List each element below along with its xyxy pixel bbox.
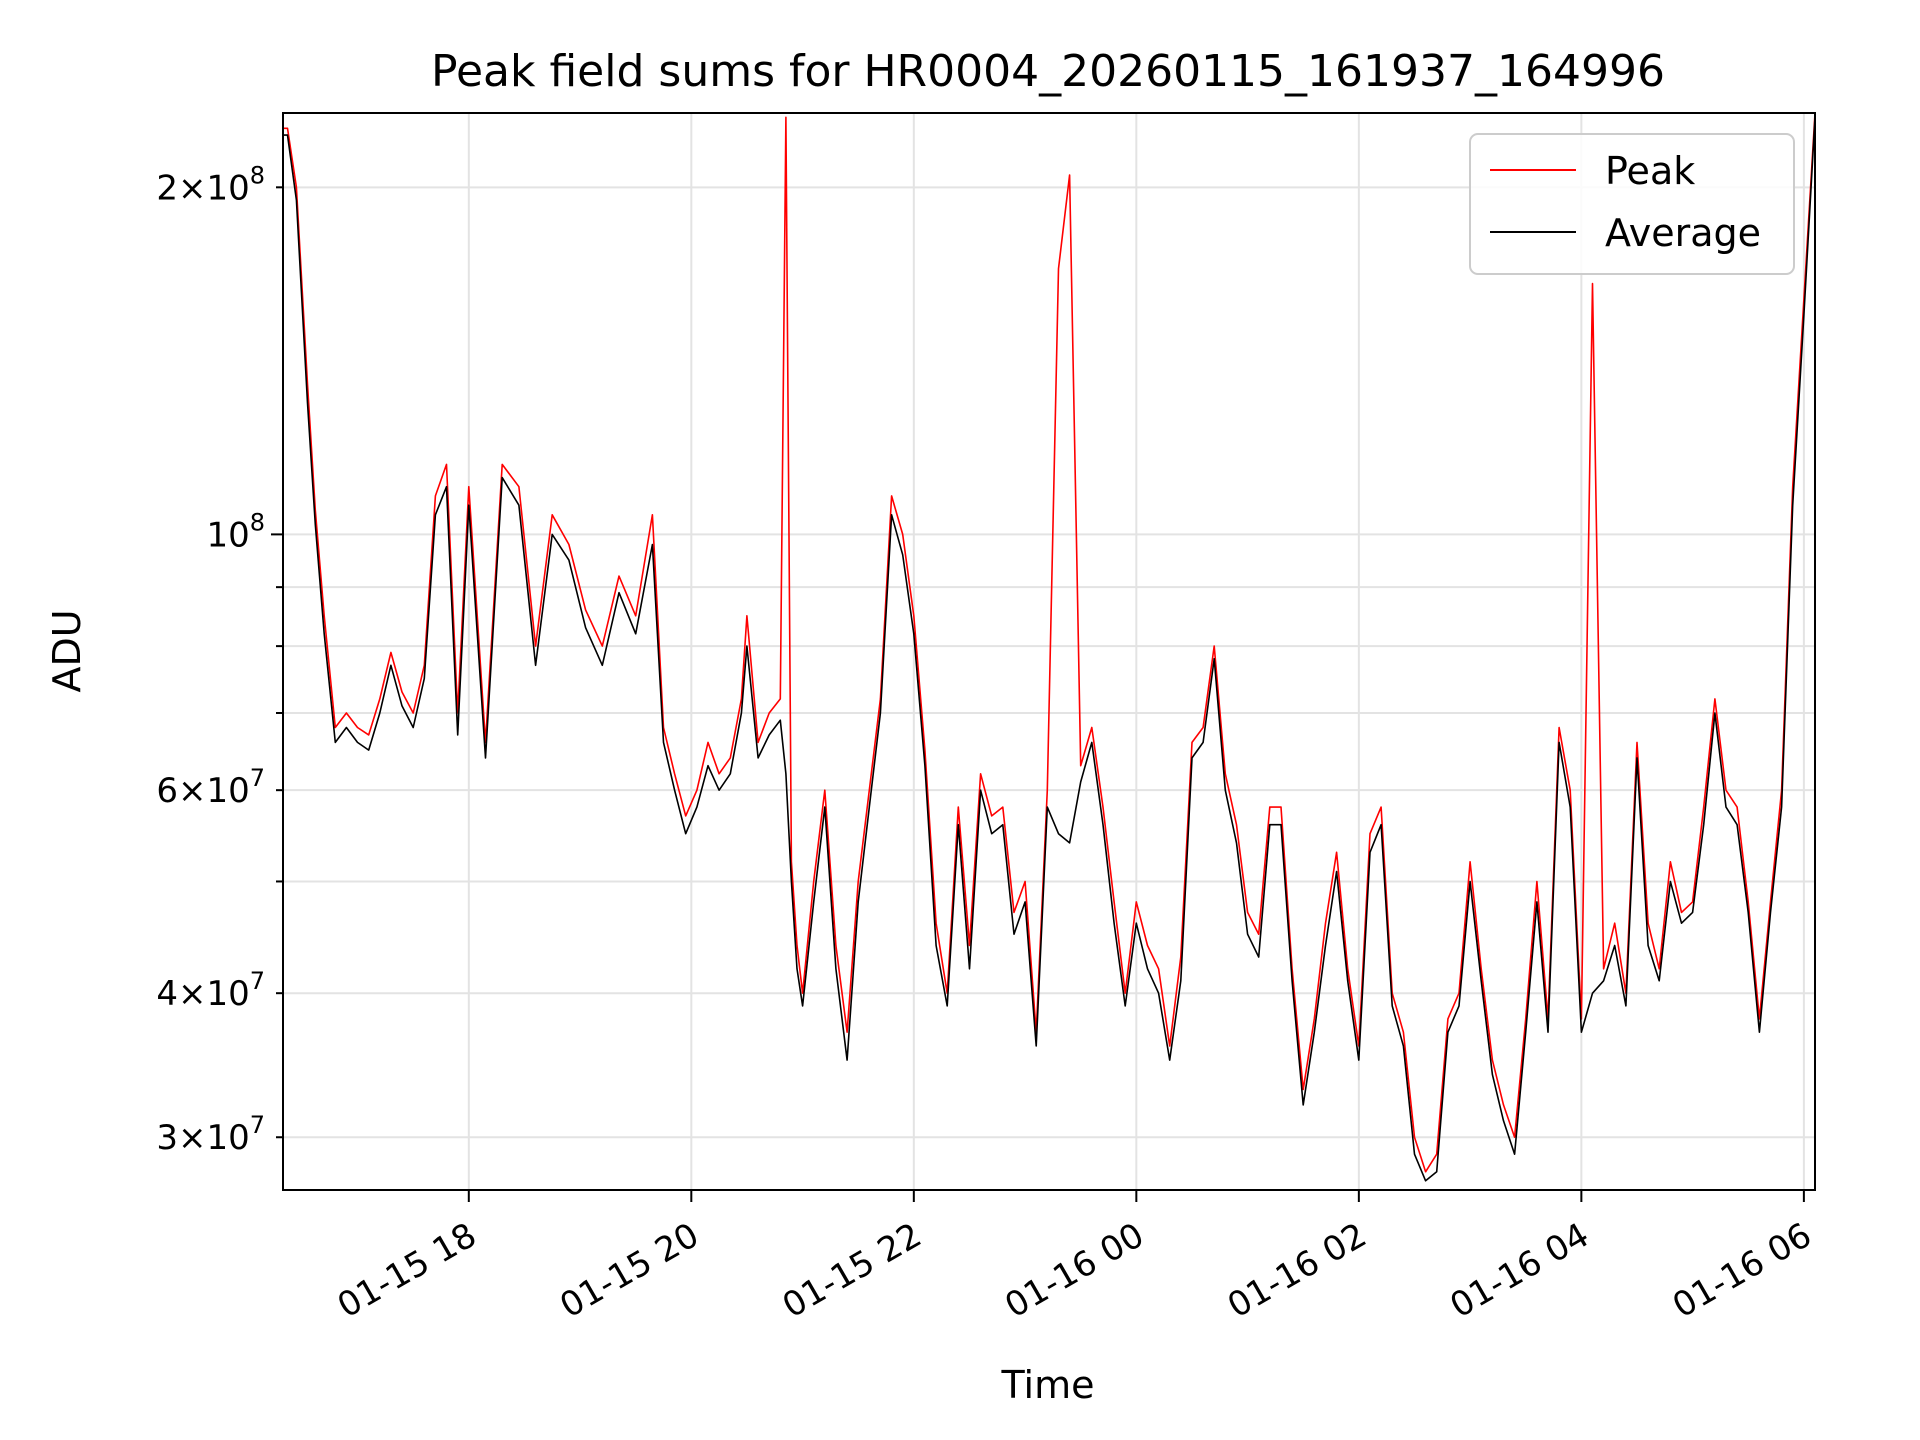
series-layer <box>283 112 1816 1182</box>
y-tick-label: 4×107 <box>156 967 265 1014</box>
y-axis: 108 3×107 4×107 6×107 2×108 <box>156 161 283 1158</box>
x-axis-label: Time <box>1001 1363 1095 1407</box>
series-line-peak <box>283 112 1816 1173</box>
chart-title: Peak field sums for HR0004_20260115_1619… <box>431 46 1665 97</box>
legend-peak-label: Peak <box>1605 149 1695 193</box>
legend-average-label: Average <box>1605 211 1761 255</box>
series-line-average <box>283 117 1816 1182</box>
legend: Peak Average <box>1469 133 1795 275</box>
y-tick-label: 2×108 <box>156 161 265 208</box>
y-tick-label: 3×107 <box>156 1111 265 1158</box>
y-axis-label: ADU <box>45 609 89 692</box>
y-tick-label: 108 <box>206 508 265 555</box>
y-tick-label: 6×107 <box>156 764 265 811</box>
plot-frame <box>282 112 1816 1191</box>
